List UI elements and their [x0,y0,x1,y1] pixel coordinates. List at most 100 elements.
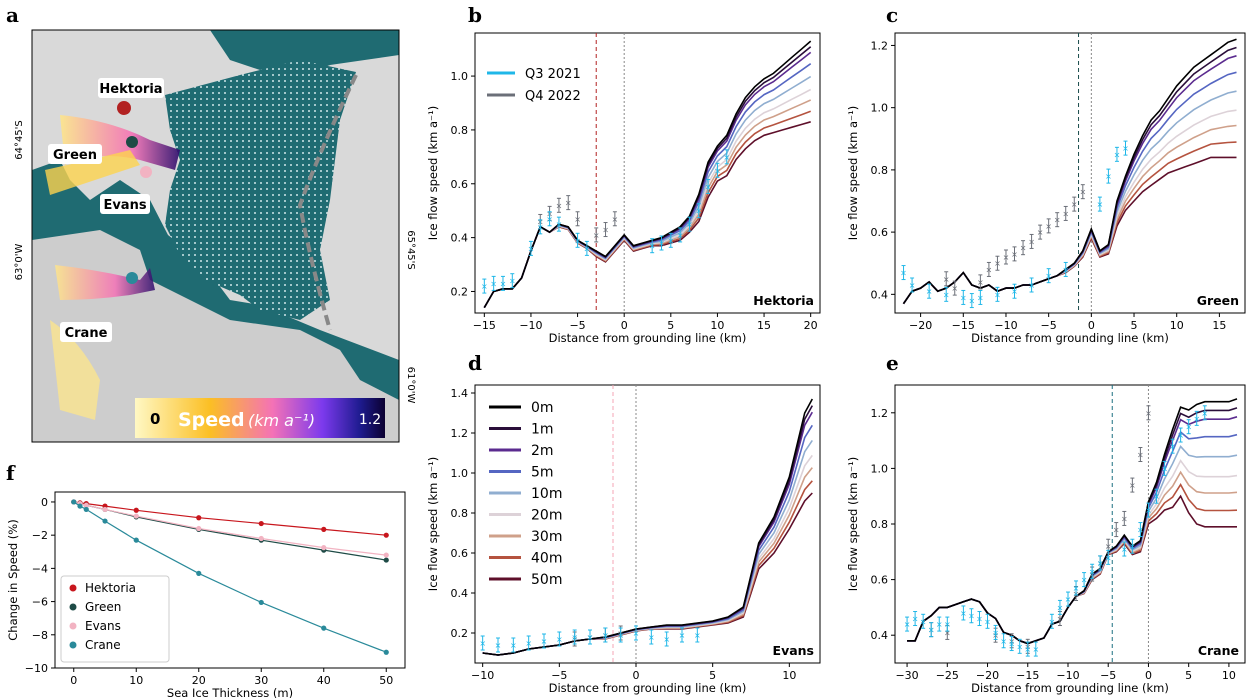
obs-q3-point: × [912,611,918,627]
y-axis-label: Ice flow speed (km a⁻¹) [846,457,860,591]
obs-q3-point-marker: × [1028,281,1035,290]
depth-curve-0m [902,38,1237,305]
map-panel: Hektoria Green Evans Crane 64°45'S 63°0'… [14,29,416,443]
y-tick-label: −10 [25,662,48,675]
legend-marker [69,603,77,611]
obs-q3-point-marker: × [1129,542,1136,551]
obs-q3-point-marker: × [1008,640,1015,649]
map-label-crane: Crane [65,326,108,341]
panel-letter-f: f [6,461,16,485]
obs-q3-point: × [1137,522,1144,538]
obs-q3-point: × [1105,549,1112,565]
obs-q3-point-marker: × [528,244,535,253]
y-tick-label: 0.4 [451,587,469,600]
colorbar-unit: (km a⁻¹) [248,411,315,430]
obs-q4-point: × [1113,522,1120,538]
obs-q3-point-marker: × [944,620,951,629]
obs-q4-point-marker: × [1071,200,1078,209]
y-tick-label: −8 [32,629,48,642]
obs-q3-point: × [537,219,544,235]
obs-q4-point: × [1079,184,1086,200]
obs-q3-point-marker: × [663,635,670,644]
obs-q3-point-marker: × [525,639,532,648]
chart-f: 0 10 20 30 40 50 0 −2 −4 −6 −8 −10 Sea Ice Thickness… [6,491,406,698]
legend-label: Q3 2021 [525,67,581,82]
obs-q3-point: × [571,629,578,645]
obs-q3-point: × [509,273,516,289]
obs-q3-point: × [1089,563,1095,579]
series-point-crane [258,599,264,606]
obs-q3-point-marker: × [1145,506,1152,515]
obs-q3-point: × [556,631,563,647]
legend-label: 50m [531,572,562,588]
obs-q3-point-marker: × [1137,526,1144,535]
obs-q3-point: × [1122,140,1129,156]
y-tick-label: 1.0 [451,467,469,480]
obs-q3-point: × [1114,146,1120,162]
obs-q3-point: × [500,275,506,291]
obs-q3-point-marker: × [1193,414,1200,423]
obs-q4-point-marker: × [1011,250,1018,259]
coord-lon-1: 63°0'W [14,244,25,281]
obs-q4-point-marker: × [1020,244,1027,253]
legend-label: Q4 2022 [525,89,581,104]
y-tick-label: −6 [32,596,48,609]
obs-q3-point-marker: × [1121,545,1128,554]
x-tick-label: −15 [473,319,496,332]
obs-q3-point: × [694,627,701,643]
obs-q3-point: × [960,289,967,305]
obs-q3-point-marker: × [968,612,975,621]
obs-q3-point-marker: × [1062,265,1069,274]
y-tick-label: 0.6 [871,574,889,587]
depth-curve-0m [482,398,814,656]
obs-q4-point: × [602,222,609,238]
obs-q3-point: × [490,275,497,291]
glacier-name: Green [1197,293,1239,308]
chart-b: −15 −10 −5 0 5 10 15 20 0.2 0.4 0.6 0.8 1.0 Distance … [426,32,821,345]
obs-q3-point-marker: × [546,215,553,224]
y-tick-label: 1.0 [871,462,889,475]
obs-q3-point-marker: × [926,287,933,296]
obs-q3-point-marker: × [714,166,721,175]
legend-depths: 0m 1m 2m 5m 10m 20m 30m 40m 50m [489,400,562,588]
obs-q4-point-marker: × [977,278,984,287]
obs-q4-point-marker: × [1121,514,1128,523]
obs-q3-point-marker: × [649,242,656,251]
y-tick-label: 1.4 [451,387,469,400]
map-label-evans: Evans [103,198,146,213]
obs-q3-point-marker: × [1161,464,1168,473]
map-label-green: Green [53,148,97,163]
obs-q3-point: × [1177,427,1184,443]
legend-marker [69,641,77,649]
obs-q3-point: × [1129,538,1136,554]
obs-q4-point-marker: × [556,201,563,210]
obs-q3-point: × [1201,405,1208,421]
obs-q3-point-marker: × [1011,287,1018,296]
series-point-evans [102,506,108,513]
y-tick-label: 0.8 [451,124,469,137]
obs-q4-point-marker: × [1062,209,1069,218]
y-tick-label: 1.0 [451,70,469,83]
obs-q3-point-marker: × [490,279,497,288]
marker-hektoria [117,101,131,115]
obs-q3-point-marker: × [984,617,991,626]
map-frame [31,29,400,443]
y-tick-label: 0.6 [451,547,469,560]
obs-q3-point-marker: × [584,244,591,253]
obs-q3-point: × [904,616,910,632]
obs-q3-point: × [1057,599,1063,615]
obs-q3-point-marker: × [679,631,686,640]
y-tick-label: 0.2 [451,285,469,298]
x-tick-label: −15 [952,319,975,332]
obs-q3-point-marker: × [556,635,563,644]
obs-q4-point: × [1137,447,1144,462]
colorbar-title: Speed [178,409,245,431]
obs-q4-point-marker: × [1079,188,1086,197]
obs-q3-point-marker: × [1049,617,1056,626]
glacier-name: Evans [773,643,814,658]
obs-q4-point: × [943,271,950,287]
obs-q3-point: × [1049,613,1056,629]
obs-q4-point-marker: × [943,275,950,284]
obs-q3-point-marker: × [677,231,684,240]
coord-lat-1: 64°45'S [14,120,25,160]
